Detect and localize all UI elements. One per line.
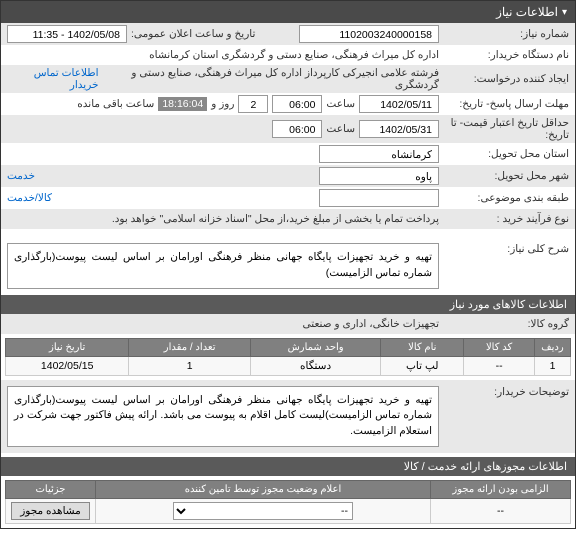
col-mandatory: الزامی بودن ارائه مجوز xyxy=(431,480,571,498)
deadline-days-label: روز و xyxy=(211,98,234,110)
field-need-no: 1102003240000158 xyxy=(299,25,439,43)
row-deadline: مهلت ارسال پاسخ- تاریخ: 1402/05/11 ساعت … xyxy=(1,93,575,115)
panel-header: ▾ اطلاعات نیاز xyxy=(1,1,575,23)
cell-unit: دستگاه xyxy=(250,356,380,375)
goods-section-header: اطلاعات کالاهای مورد نیاز xyxy=(1,295,575,314)
value-org: اداره کل میراث فرهنگی، صنایع دستی و گردش… xyxy=(149,49,439,61)
buyer-contact-link[interactable]: اطلاعات تماس خریدار xyxy=(7,67,99,91)
view-license-button[interactable]: مشاهده مجوز xyxy=(11,502,90,520)
label-buyer-notes: توضیحات خریدار: xyxy=(439,386,569,398)
row-min-credit: حداقل تاریخ اعتبار قیمت- تا تاریخ: 1402/… xyxy=(1,115,575,143)
remaining-label: ساعت باقی مانده xyxy=(77,98,154,110)
buyer-notes-value: تهیه و خرید تجهیزات پایگاه جهانی منظر فر… xyxy=(7,386,439,447)
deadline-date: 1402/05/11 xyxy=(359,95,439,113)
label-buy-type: نوع فرآیند خرید : xyxy=(439,213,569,225)
col-code: کد کالا xyxy=(464,338,535,356)
col-detail: جزئیات xyxy=(6,480,96,498)
need-info-panel: ▾ اطلاعات نیاز شماره نیاز: 1102003240000… xyxy=(0,0,576,529)
table-row: 1 -- لپ تاپ دستگاه 1 1402/05/15 xyxy=(6,356,571,375)
license-table-wrapper: الزامی بودن ارائه مجوز اعلام وضعیت مجوز … xyxy=(1,476,575,528)
cell-code: -- xyxy=(464,356,535,375)
need-desc-value: تهیه و خرید تجهیزات پایگاه جهانی منظر فر… xyxy=(7,243,439,289)
col-row-no: ردیف xyxy=(535,338,571,356)
cell-name: لپ تاپ xyxy=(381,356,464,375)
cell-row-no: 1 xyxy=(535,356,571,375)
col-status: اعلام وضعیت مجوز توسط تامین کننده xyxy=(96,480,431,498)
license-table: الزامی بودن ارائه مجوز اعلام وضعیت مجوز … xyxy=(5,480,571,524)
label-delivery-city: شهر محل تحویل: xyxy=(439,170,569,182)
col-unit: واحد شمارش xyxy=(250,338,380,356)
countdown-timer: 18:16:04 xyxy=(158,97,207,111)
goods-table-wrapper: ردیف کد کالا نام کالا واحد شمارش تعداد /… xyxy=(1,334,575,380)
credit-time: 06:00 xyxy=(272,120,322,138)
service-link[interactable]: خدمت xyxy=(7,170,35,182)
license-section-header: اطلاعات مجوزهای ارائه خدمت / کالا xyxy=(1,457,575,476)
row-need-no: شماره نیاز: 1102003240000158 تاریخ و ساع… xyxy=(1,23,575,45)
label-creator: ایجاد کننده درخواست: xyxy=(439,73,569,85)
label-min-credit: حداقل تاریخ اعتبار قیمت- تا تاریخ: xyxy=(439,117,569,141)
label-announce-dt: تاریخ و ساعت اعلان عمومی: xyxy=(131,28,255,40)
label-need-desc: شرح کلی نیاز: xyxy=(439,243,569,255)
buy-type-value: پرداخت تمام یا بخشی از مبلغ خرید،از محل … xyxy=(112,213,439,225)
cell-qty: 1 xyxy=(129,356,251,375)
province-value: کرمانشاه xyxy=(319,145,439,163)
panel-title: اطلاعات نیاز xyxy=(496,5,558,19)
license-row: -- -- مشاهده مجوز xyxy=(6,498,571,523)
label-category: طبقه بندی موضوعی: xyxy=(439,192,569,204)
goods-table: ردیف کد کالا نام کالا واحد شمارش تعداد /… xyxy=(5,338,571,376)
row-category: طبقه بندی موضوعی: کالا/خدمت xyxy=(1,187,575,209)
category-value xyxy=(319,189,439,207)
field-announce-dt: 1402/05/08 - 11:35 xyxy=(7,25,127,43)
collapse-icon[interactable]: ▾ xyxy=(562,7,567,18)
row-need-desc: شرح کلی نیاز: تهیه و خرید تجهیزات پایگاه… xyxy=(1,237,575,295)
row-buy-type: نوع فرآیند خرید : پرداخت تمام یا بخشی از… xyxy=(1,209,575,229)
row-buyer-notes: توضیحات خریدار: تهیه و خرید تجهیزات پایگ… xyxy=(1,380,575,453)
col-name: نام کالا xyxy=(381,338,464,356)
deadline-time: 06:00 xyxy=(272,95,322,113)
cell-detail: مشاهده مجوز xyxy=(6,498,96,523)
deadline-time-label: ساعت xyxy=(326,98,355,110)
credit-time-label: ساعت xyxy=(326,123,355,135)
cell-date: 1402/05/15 xyxy=(6,356,129,375)
label-deadline: مهلت ارسال پاسخ- تاریخ: xyxy=(439,98,569,110)
col-qty: تعداد / مقدار xyxy=(129,338,251,356)
deadline-days: 2 xyxy=(238,95,268,113)
row-delivery-city: شهر محل تحویل: پاوه خدمت xyxy=(1,165,575,187)
row-org: نام دستگاه خریدار: اداره کل میراث فرهنگی… xyxy=(1,45,575,65)
cell-mandatory: -- xyxy=(431,498,571,523)
col-date: تاریخ نیاز xyxy=(6,338,129,356)
label-province: استان محل تحویل: xyxy=(439,148,569,160)
status-select[interactable]: -- xyxy=(173,502,353,520)
label-need-no: شماره نیاز: xyxy=(439,28,569,40)
row-creator: ایجاد کننده درخواست: فرشته علامی انجیرکی… xyxy=(1,65,575,93)
row-goods-group: گروه کالا: تجهیزات خانگی، اداری و صنعتی xyxy=(1,314,575,334)
label-org: نام دستگاه خریدار: xyxy=(439,49,569,61)
row-province: استان محل تحویل: کرمانشاه xyxy=(1,143,575,165)
value-creator: فرشته علامی انجیرکی کارپرداز اداره کل می… xyxy=(103,67,439,91)
cell-status: -- xyxy=(96,498,431,523)
goods-group-value: تجهیزات خانگی، اداری و صنعتی xyxy=(303,318,439,330)
credit-date: 1402/05/31 xyxy=(359,120,439,138)
goods-service-link[interactable]: کالا/خدمت xyxy=(7,192,52,204)
label-goods-group: گروه کالا: xyxy=(439,318,569,330)
city-value: پاوه xyxy=(319,167,439,185)
